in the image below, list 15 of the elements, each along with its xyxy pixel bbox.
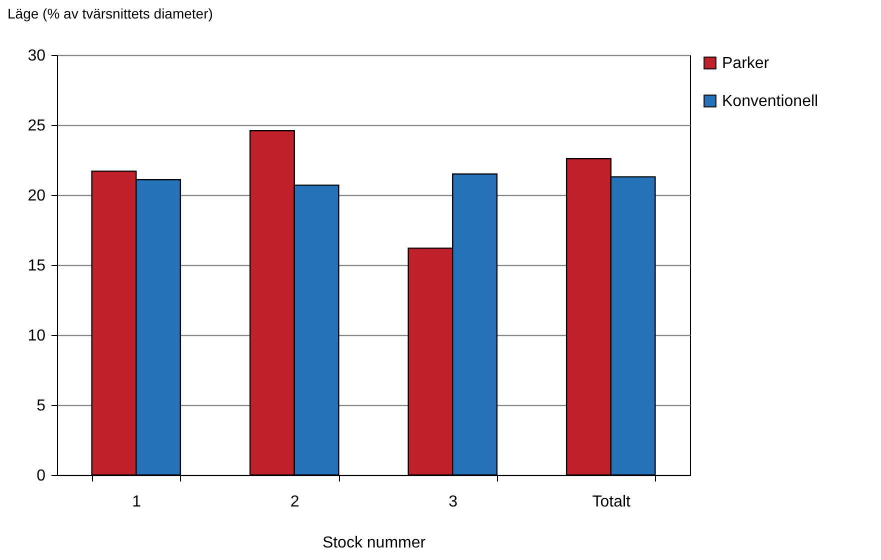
x-tick-label: 3 bbox=[448, 494, 458, 510]
x-axis-title: Stock nummer bbox=[322, 534, 426, 552]
y-tick-label: 5 bbox=[36, 398, 46, 414]
legend-label: Parker bbox=[722, 55, 770, 72]
y-tick-label: 20 bbox=[28, 188, 46, 204]
y-tick-label: 0 bbox=[36, 468, 46, 484]
x-tick-label: Totalt bbox=[592, 494, 632, 510]
y-tick-label: 15 bbox=[28, 258, 46, 274]
legend-label: Konventionell bbox=[722, 93, 818, 110]
y-axis-title: Läge (% av tvärsnittets diameter) bbox=[8, 6, 213, 22]
y-tick-label: 10 bbox=[28, 328, 46, 344]
y-tick-label: 25 bbox=[28, 118, 46, 134]
x-tick-label: 1 bbox=[132, 494, 142, 510]
y-tick-label: 30 bbox=[28, 48, 46, 64]
x-tick-label: 2 bbox=[290, 494, 300, 510]
